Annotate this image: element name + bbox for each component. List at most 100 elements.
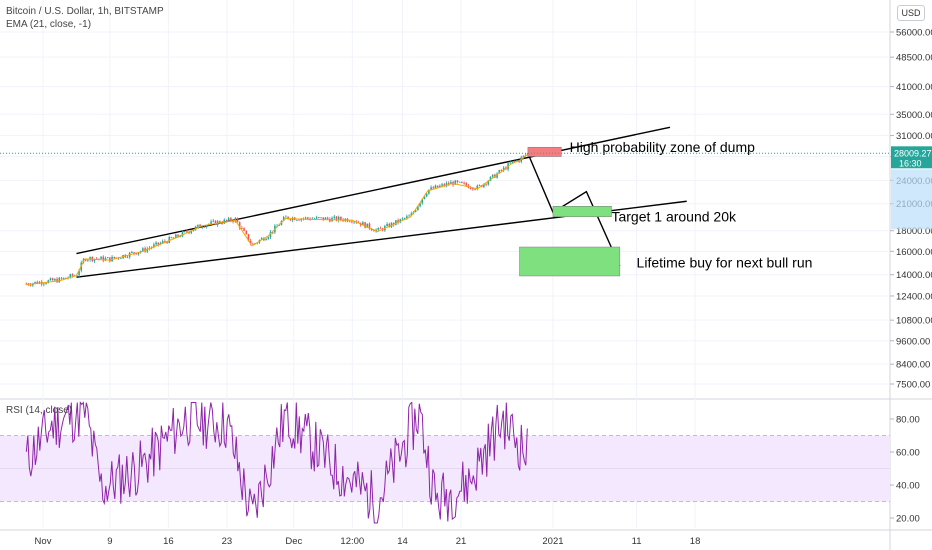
candle-body [252,243,254,245]
candle-body [221,223,223,224]
candle-body [93,258,96,261]
candle-body [271,231,274,233]
candle-body [496,173,498,178]
visible-range-highlight [891,169,932,230]
candle-body [87,259,89,261]
candle-body [322,217,325,220]
candle-body [45,283,47,284]
candle-body [450,182,452,185]
candle-body [78,270,80,276]
rsi-series [25,401,528,524]
candle-body [456,180,459,183]
candle-body [120,258,122,259]
candle-body [58,277,61,283]
candle-body [315,217,318,219]
candle-body [340,217,342,220]
candle-body [179,236,182,238]
zone-annotation-label: Lifetime buy for next bull run [637,255,813,271]
candle-body [472,188,474,190]
time-tick-label: Dec [285,536,302,547]
candle-body [201,226,204,228]
candle-body [465,183,468,186]
candle-body [133,252,135,254]
candle-body [304,217,307,219]
candle-body [443,184,446,186]
candle-body [177,234,179,237]
rsi-indicator-label[interactable]: RSI (14, close) [6,405,73,416]
candle-body [379,227,382,229]
candle-body [487,180,490,185]
time-tick-label: 21 [456,536,467,547]
candle-body [509,162,512,164]
candle-body [243,228,245,231]
candle-body [155,242,157,245]
candle-body [89,257,91,260]
candle-body [238,222,241,229]
zones[interactable]: High probability zone of dump Target 1 ar… [519,139,813,277]
candle-body [126,257,129,258]
candle-body [335,216,338,221]
candle-body [260,238,263,240]
candle-body [223,219,226,224]
rsi-line [25,401,528,524]
rsi-tick-label: 80.00 [896,415,920,426]
price-pane-bg [0,0,890,398]
candle-body [109,257,111,262]
price-tick-label: 7500.00 [896,380,930,391]
rsi-band [0,435,890,502]
price-tick-label: 14000.00 [896,270,932,281]
candle-body [247,234,250,241]
price-tick-label: 41000.00 [896,82,932,93]
candle-body [183,231,186,233]
candle-body [267,237,270,239]
candle-body [458,181,461,183]
candle-body [236,218,239,223]
zone-box [527,146,562,157]
candle-body [289,219,292,221]
candle-body [500,170,503,171]
candle-body [282,217,285,221]
candle-body [276,225,278,227]
candle-body [194,226,197,230]
price-tick-label: 48500.00 [896,53,932,64]
candle-body [348,221,351,223]
candle-body [210,221,212,224]
candle-body [511,161,514,163]
candle-body [430,187,432,190]
price-tick-label: 18000.00 [896,226,932,237]
candle-body [351,221,353,223]
candle-body [399,219,402,223]
candle-body [432,187,435,189]
ema-indicator-label[interactable]: EMA (21, close, -1) [6,19,92,30]
chart-symbol-title: Bitcoin / U.S. Dollar, 1h, BITSTAMP [6,6,164,17]
candle-body [436,185,439,188]
candle-body [287,216,289,220]
time-tick-label: 12:00 [340,536,364,547]
candle-body [51,278,54,281]
price-tick-label: 35000.00 [896,110,932,121]
candle-body [364,222,366,228]
price-tick-label: 10800.00 [896,316,932,327]
last-price-label: 28009.27 [894,148,932,158]
candle-body [161,241,164,243]
candle-body [241,228,243,229]
candle-body [476,185,479,190]
candle-body [434,185,437,189]
candle-body [186,231,188,233]
candle-body [197,224,199,227]
candle-body [485,183,487,185]
candle-body [153,244,155,248]
candle-body [212,220,215,222]
candle-body [192,229,195,232]
candle-body [214,220,217,225]
rsi-tick-label: 20.00 [896,514,920,525]
rsi-tick-label: 40.00 [896,481,920,492]
candle-body [386,223,388,227]
currency-badge[interactable]: USD [897,5,925,21]
candle-body [513,161,516,162]
ema-line [26,153,529,286]
time-tick-label: Nov [35,536,52,547]
candle-body [489,176,492,181]
candle-body [421,199,424,204]
